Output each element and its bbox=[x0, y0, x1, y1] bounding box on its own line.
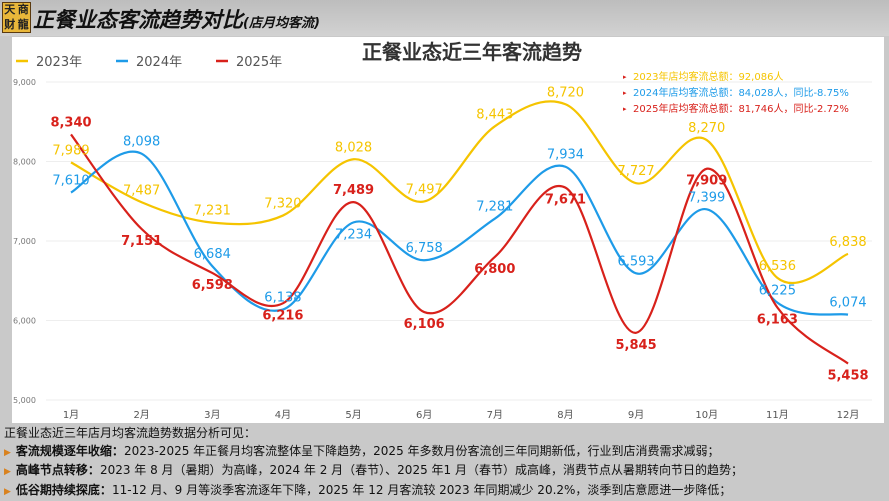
series-line bbox=[71, 152, 848, 315]
data-label: 7,489 bbox=[333, 183, 374, 198]
x-tick-label: 3月 bbox=[204, 409, 220, 421]
y-tick-label: 8,000 bbox=[13, 158, 36, 167]
y-tick-label: 7,000 bbox=[13, 237, 36, 246]
x-tick-label: 10月 bbox=[695, 409, 718, 421]
point-head: 低谷期持续探底： bbox=[16, 483, 112, 497]
y-tick-label: 9,000 bbox=[13, 78, 36, 87]
data-label: 6,106 bbox=[404, 317, 445, 332]
data-label: 6,536 bbox=[759, 259, 796, 274]
data-label: 6,216 bbox=[262, 308, 303, 323]
annotation-text: 2025年店均客流总额：81,746人，同比-2.72% bbox=[633, 102, 849, 115]
analysis-point: ▶ 客流规模逐年收缩：2023-2025 年正餐月均客流整体呈下降趋势，2025 … bbox=[4, 443, 884, 463]
data-label: 5,458 bbox=[827, 369, 868, 384]
analysis-point: ▶ 高峰节点转移：2023 年 8 月（暑期）为高峰，2024 年 2 月（春节）… bbox=[4, 462, 884, 482]
data-label: 8,720 bbox=[547, 85, 584, 100]
chart-title: 正餐业态近三年客流趋势 bbox=[362, 40, 582, 64]
series-line bbox=[71, 101, 848, 283]
data-label: 7,909 bbox=[686, 174, 727, 189]
data-label: 7,487 bbox=[123, 183, 160, 198]
annotation-text: 2024年店均客流总额：84,028人，同比-8.75% bbox=[633, 86, 849, 99]
x-tick-label: 1月 bbox=[63, 409, 79, 421]
title-text: 正餐业态客流趋势对比 bbox=[33, 8, 243, 32]
x-tick-label: 6月 bbox=[416, 409, 432, 421]
bullet-icon: ▸ bbox=[623, 105, 627, 113]
data-label: 8,098 bbox=[123, 135, 160, 150]
brand-logo: 天商财龍 bbox=[2, 2, 31, 33]
data-label: 6,838 bbox=[829, 235, 866, 250]
y-tick-label: 5,000 bbox=[13, 396, 36, 405]
point-head: 客流规模逐年收缩： bbox=[16, 444, 124, 458]
data-label: 6,684 bbox=[194, 247, 231, 262]
data-label: 6,598 bbox=[192, 278, 233, 293]
data-label: 7,610 bbox=[52, 174, 89, 189]
data-label: 6,800 bbox=[474, 262, 515, 277]
point-body: 11-12 月、9 月等淡季客流逐年下降，2025 年 12 月客流较 2023… bbox=[112, 483, 732, 497]
data-label: 7,234 bbox=[335, 227, 372, 242]
data-label: 7,671 bbox=[545, 193, 586, 208]
data-label: 6,225 bbox=[759, 284, 796, 299]
legend-label: 2023年 bbox=[36, 55, 82, 70]
data-label: 6,163 bbox=[757, 313, 798, 328]
data-label: 7,989 bbox=[52, 143, 89, 158]
x-tick-label: 5月 bbox=[345, 409, 361, 421]
point-body: 2023-2025 年正餐月均客流整体呈下降趋势，2025 年多数月份客流创三年… bbox=[124, 444, 720, 458]
data-label: 6,138 bbox=[264, 291, 301, 306]
y-tick-label: 6,000 bbox=[13, 317, 36, 326]
data-label: 7,281 bbox=[476, 200, 513, 215]
data-label: 6,758 bbox=[406, 241, 443, 256]
annotation-text: 2023年店均客流总额：92,086人 bbox=[633, 70, 783, 83]
chart-panel: 5,000 6,000 7,000 8,000 9,000 1月 2月 3月 4月 5月 6月 7月 8… bbox=[12, 37, 884, 423]
x-tick-label: 9月 bbox=[628, 409, 644, 421]
data-label: 8,028 bbox=[335, 140, 372, 155]
data-label: 7,320 bbox=[264, 197, 301, 212]
bullet-icon: ▸ bbox=[623, 89, 627, 97]
data-label: 6,593 bbox=[617, 254, 654, 269]
analysis-intro: 正餐业态近三年店月均客流趋势数据分析可见： bbox=[4, 425, 884, 443]
x-tick-label: 8月 bbox=[557, 409, 573, 421]
line-chart: 5,000 6,000 7,000 8,000 9,000 1月 2月 3月 4月 5月 6月 7月 8… bbox=[12, 37, 884, 423]
x-tick-label: 7月 bbox=[487, 409, 503, 421]
analysis-section: 正餐业态近三年店月均客流趋势数据分析可见： ▶ 客流规模逐年收缩：2023-202… bbox=[4, 425, 884, 501]
x-tick-label: 2月 bbox=[133, 409, 149, 421]
point-head: 高峰节点转移： bbox=[16, 463, 100, 477]
analysis-point: ▶ 低谷期持续探底：11-12 月、9 月等淡季客流逐年下降，2025 年 12 … bbox=[4, 482, 884, 501]
point-body: 2023 年 8 月（暑期）为高峰，2024 年 2 月（春节）、2025 年1… bbox=[100, 463, 743, 477]
data-label: 7,934 bbox=[547, 148, 584, 163]
data-label: 7,727 bbox=[617, 164, 654, 179]
bullet-icon: ▶ bbox=[4, 467, 11, 477]
data-label: 7,497 bbox=[406, 182, 443, 197]
data-label: 6,074 bbox=[829, 296, 866, 311]
bullet-icon: ▶ bbox=[4, 487, 11, 497]
title-subtitle: (店月均客流) bbox=[243, 16, 320, 31]
bullet-icon: ▶ bbox=[4, 448, 11, 458]
bullet-icon: ▸ bbox=[623, 73, 627, 81]
data-label: 7,399 bbox=[688, 190, 725, 205]
data-label: 8,443 bbox=[476, 107, 513, 122]
x-tick-label: 11月 bbox=[766, 409, 789, 421]
header-bar: 天商财龍 正餐业态客流趋势对比(店月均客流) bbox=[0, 0, 889, 36]
data-label: 8,340 bbox=[50, 115, 91, 130]
data-label: 7,231 bbox=[194, 204, 231, 219]
page-title: 正餐业态客流趋势对比(店月均客流) bbox=[33, 4, 320, 34]
legend-label: 2024年 bbox=[136, 55, 182, 70]
x-tick-label: 4月 bbox=[275, 409, 291, 421]
legend-label: 2025年 bbox=[236, 55, 282, 70]
data-label: 7,151 bbox=[121, 234, 162, 249]
x-tick-label: 12月 bbox=[837, 409, 860, 421]
data-label: 5,845 bbox=[616, 338, 657, 353]
data-label: 8,270 bbox=[688, 121, 725, 136]
